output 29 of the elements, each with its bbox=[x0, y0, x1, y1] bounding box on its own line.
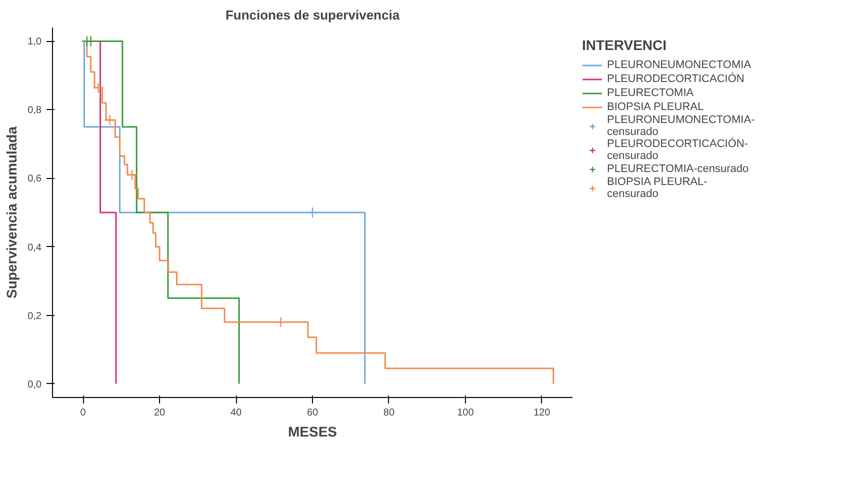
y-tick-label: 0,2 bbox=[28, 310, 42, 322]
y-tick-label: 0,0 bbox=[28, 379, 42, 390]
legend-label: PLEURODECORTICACIÓN-censurado bbox=[607, 138, 748, 162]
x-tick-label: 0 bbox=[80, 408, 86, 418]
x-tick-label: 20 bbox=[154, 408, 166, 418]
legend-label: BIOPSIA PLEURAL bbox=[607, 101, 704, 113]
x-tick-label: 40 bbox=[230, 408, 242, 418]
legend-label: PLEURECTOMIA bbox=[607, 87, 694, 99]
legend-label: PLEURECTOMIA-censurado bbox=[607, 163, 749, 175]
legend-title: INTERVENCI bbox=[582, 37, 668, 53]
y-tick-label: 0,8 bbox=[28, 105, 42, 116]
y-tick-label: 0,4 bbox=[28, 242, 42, 254]
y-tick-label: 1,0 bbox=[28, 36, 42, 48]
x-tick-label: 60 bbox=[306, 408, 318, 418]
y-tick-label: 0,6 bbox=[28, 174, 42, 185]
point bbox=[104, 114, 116, 126]
point bbox=[306, 206, 318, 218]
x-tick-label: 100 bbox=[457, 408, 474, 418]
x-axis-title: MESES bbox=[288, 424, 338, 440]
legend-label: PLEURODECORTICACIÓN bbox=[607, 73, 744, 85]
point bbox=[275, 316, 286, 328]
x-tick-label: 80 bbox=[383, 408, 395, 418]
chart-title: Funciones de supervivencia bbox=[225, 8, 400, 22]
legend-label: PLEURONEUMONECTOMIA bbox=[607, 59, 752, 71]
x-tick-label: 120 bbox=[534, 408, 551, 418]
legend-label: BIOPSIA PLEURAL-censurado bbox=[607, 176, 708, 200]
y-axis-title: Supervivencia acumulada bbox=[4, 126, 20, 298]
legend-label: PLEURONEUMONECTOMIA-censurado bbox=[607, 114, 755, 138]
point bbox=[92, 82, 104, 94]
